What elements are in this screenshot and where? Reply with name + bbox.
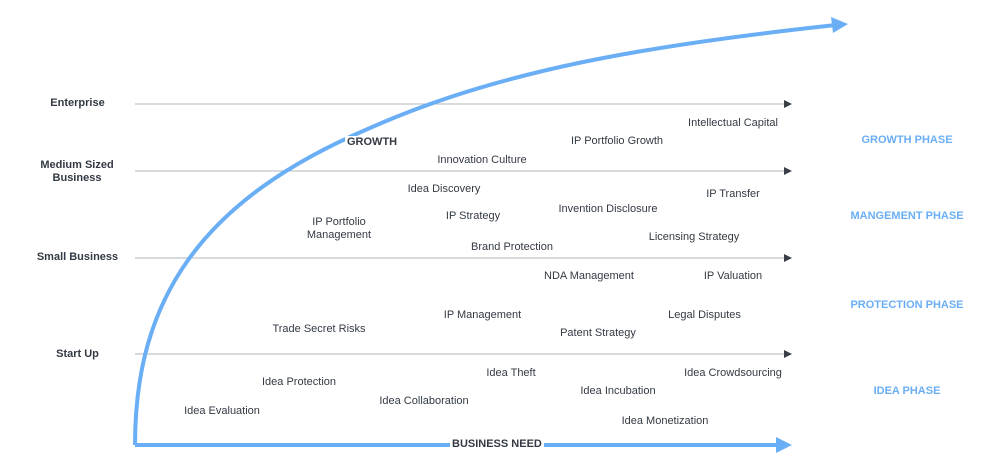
item-brand-protection: Brand Protection — [471, 241, 553, 253]
item-ip-portfolio-growth: IP Portfolio Growth — [570, 135, 664, 147]
item-invention-disclosure: Invention Disclosure — [558, 203, 658, 215]
item-idea-collaboration: Idea Collaboration — [379, 395, 469, 407]
axis-arrowhead-icon — [776, 437, 792, 453]
item-nda-management: NDA Management — [544, 270, 634, 282]
phase-growth: GROWTH PHASE — [861, 134, 953, 146]
item-idea-theft: Idea Theft — [486, 367, 536, 379]
item-idea-crowdsourcing: Idea Crowdsourcing — [684, 367, 782, 379]
item-ip-valuation: IP Valuation — [703, 270, 763, 282]
phase-protection: PROTECTION PHASE — [850, 299, 964, 311]
item-licensing-strategy: Licensing Strategy — [648, 231, 740, 243]
level-start-up: Start Up — [56, 348, 99, 360]
item-idea-protection: Idea Protection — [262, 376, 336, 388]
item-ip-transfer: IP Transfer — [706, 188, 760, 200]
curve-arrowhead-icon — [831, 17, 848, 33]
item-idea-incubation: Idea Incubation — [580, 385, 656, 397]
growth-curve — [133, 17, 848, 446]
item-ip-portfolio-management: IP Portfolio Management — [306, 216, 372, 241]
item-innovation-culture: Innovation Culture — [437, 154, 527, 166]
level-enterprise: Enterprise — [50, 97, 105, 109]
arrowhead-icon — [784, 167, 792, 175]
item-legal-disputes: Legal Disputes — [668, 309, 741, 321]
guide-line-small — [135, 254, 792, 262]
phase-idea: IDEA PHASE — [873, 385, 941, 397]
phase-management: MANGEMENT PHASE — [850, 210, 964, 222]
item-idea-evaluation: Idea Evaluation — [184, 405, 260, 417]
item-ip-strategy: IP Strategy — [445, 210, 501, 222]
item-idea-monetization: Idea Monetization — [621, 415, 709, 427]
item-patent-strategy: Patent Strategy — [560, 327, 636, 339]
arrowhead-icon — [784, 254, 792, 262]
growth-axis-label: GROWTH — [345, 136, 400, 148]
arrowhead-icon — [784, 100, 792, 108]
item-intellectual-capital: Intellectual Capital — [688, 117, 778, 129]
item-ip-management: IP Management — [443, 309, 522, 321]
item-trade-secret-risks: Trade Secret Risks — [272, 323, 366, 335]
level-medium-business: Medium Sized Business — [40, 159, 114, 184]
guide-line-medium — [135, 167, 792, 175]
item-idea-discovery: Idea Discovery — [407, 183, 481, 195]
guide-line-enterprise — [135, 100, 792, 108]
arrowhead-icon — [784, 350, 792, 358]
business-need-axis-label: BUSINESS NEED — [450, 438, 544, 450]
guide-line-startup — [135, 350, 792, 358]
level-small-business: Small Business — [36, 251, 119, 263]
